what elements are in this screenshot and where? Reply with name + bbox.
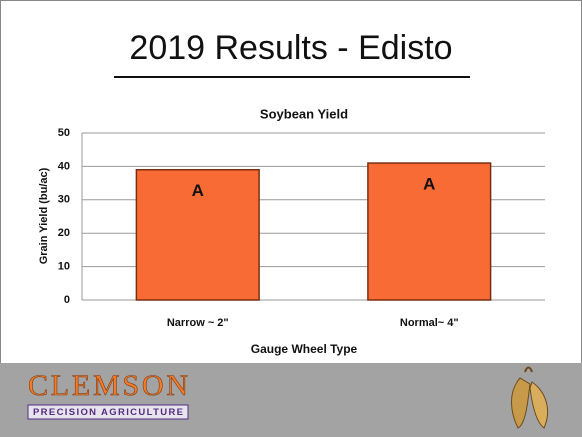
bar-annotation: A [423,175,435,194]
slide: 2019 Results - Edisto Soybean Yield Gaug… [0,0,582,437]
y-tick-label: 0 [64,294,70,306]
x-tick-label: Normal~ 4" [400,317,459,329]
y-tick-label: 50 [58,127,70,139]
chart-title: Soybean Yield [260,106,348,121]
y-tick-label: 30 [58,194,70,206]
bar-annotation: A [192,181,204,200]
y-tick-label: 40 [58,160,70,172]
page: {"slide": {"title": "2019 Results - Edis… [0,0,582,437]
x-axis-title: Gauge Wheel Type [251,342,358,356]
y-tick-label: 10 [58,261,70,273]
y-axis-title: Grain Yield (bu/ac) [38,167,50,264]
slide-title: 2019 Results - Edisto [129,29,452,67]
x-tick-label: Narrow ~ 2" [167,317,229,329]
y-tick-label: 20 [58,227,70,239]
